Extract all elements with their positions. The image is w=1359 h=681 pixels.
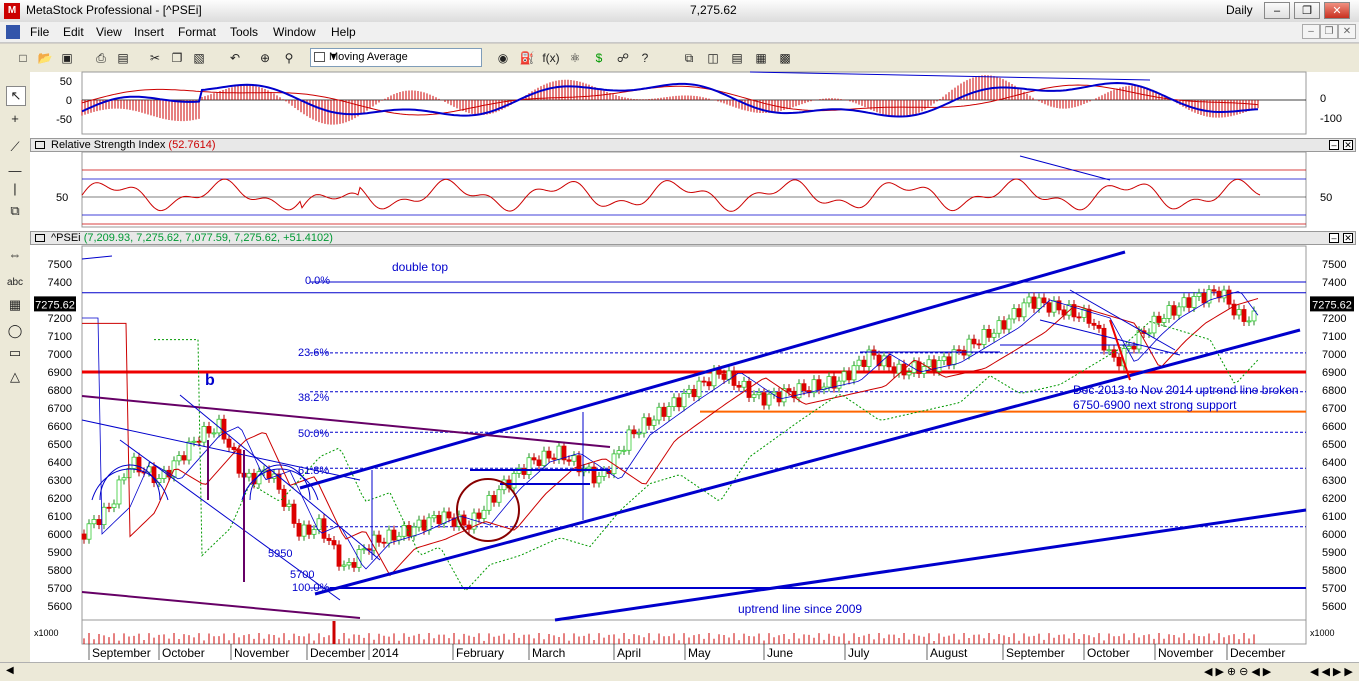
ellipse-tool-icon[interactable]: ◯ [7, 323, 23, 338]
text-tool-icon[interactable]: abc [6, 277, 24, 288]
mdi-minimize-button[interactable]: – [1302, 24, 1320, 39]
zoom-icon[interactable]: ⚲ [284, 51, 294, 65]
pointer-icon[interactable]: ↖ [6, 86, 26, 106]
chart-area [30, 72, 1359, 662]
menu-file[interactable]: File [30, 25, 50, 39]
pane-icon [35, 234, 45, 242]
undo-icon[interactable]: ↶ [229, 51, 241, 65]
pane-minimize-button[interactable]: – [1329, 140, 1339, 150]
close-button[interactable]: ✕ [1324, 2, 1350, 19]
price-values: (7,209.93, 7,275.62, 7,077.59, 7,275.62,… [83, 232, 333, 244]
window-title: MetaStock Professional - [^PSEi] [26, 3, 202, 17]
arrange-icon[interactable]: ▩ [779, 51, 791, 65]
window-value: 7,275.62 [690, 3, 737, 17]
tile-vertical-icon[interactable]: ◫ [707, 51, 719, 65]
toolbar: □ 📂 ▣ ⎙ ▤ ✂ ❐ ▧ ↶ ⊕ ⚲ Moving Average ▼ ◉… [0, 44, 1359, 73]
rsi-pane-header: Relative Strength Index (52.7614) – ✕ [30, 138, 1356, 152]
menu-view[interactable]: View [96, 25, 122, 39]
minimize-button[interactable]: – [1264, 2, 1290, 19]
rectangle-tool-icon[interactable]: ▭ [8, 345, 22, 360]
crosshair-tool-icon[interactable]: + [11, 111, 19, 126]
chevron-down-icon: ▼ [329, 51, 338, 61]
title-bar: M MetaStock Professional - [^PSEi] 7,275… [0, 0, 1359, 23]
rsi-value: (52.7614) [168, 139, 216, 151]
mdi-close-button[interactable]: ✕ [1338, 24, 1356, 39]
horizontal-scrollbar[interactable]: ◀ ◀▶⊕⊖◀▶ ◀◀▶▶ [0, 662, 1359, 681]
menu-insert[interactable]: Insert [134, 25, 165, 39]
cut-icon[interactable]: ✂ [149, 51, 161, 65]
triangle-tool-icon[interactable]: △ [10, 369, 20, 384]
save-icon[interactable]: ▣ [61, 51, 73, 65]
new-icon[interactable]: □ [19, 51, 27, 65]
copy-icon[interactable]: ❐ [171, 51, 183, 65]
drawing-toolbar: ↖ + ⟋ — | ⧉ ⇔ abc ▦ ◯ ▭ △ [0, 72, 31, 662]
indicator-icon [314, 52, 325, 62]
pane-close-button[interactable]: ✕ [1343, 140, 1353, 150]
vertical-line-icon[interactable]: | [13, 181, 17, 196]
menu-bar: File Edit View Insert Format Tools Windo… [0, 22, 1359, 43]
pane-minimize-button[interactable]: – [1329, 233, 1339, 243]
tile-grid-icon[interactable]: ▦ [755, 51, 767, 65]
horizontal-line-icon[interactable]: — [8, 163, 22, 178]
pane-close-button[interactable]: ✕ [1343, 233, 1353, 243]
trendline-tool-icon[interactable]: ⟋ [10, 139, 20, 154]
scroll-arrows-icon[interactable]: ⇔ [8, 247, 22, 262]
explorer-icon[interactable]: ⛽ [519, 51, 535, 65]
menu-tools[interactable]: Tools [230, 25, 259, 39]
open-icon[interactable]: 📂 [37, 51, 53, 65]
formula-icon[interactable]: f(x) [542, 51, 560, 65]
crosshair-icon[interactable]: ⊕ [259, 51, 271, 65]
help-pointer-icon[interactable]: ? [641, 51, 649, 65]
binoculars-icon[interactable]: ☍ [616, 51, 630, 65]
zoom-controls-icon[interactable]: ◀◀▶▶ [1310, 666, 1356, 678]
indicator-select[interactable]: Moving Average ▼ [310, 48, 482, 67]
print-icon[interactable]: ⎙ [96, 51, 106, 65]
price-title: ^PSEi [51, 232, 81, 244]
mdi-restore-button[interactable]: ❐ [1320, 24, 1338, 39]
system-tester-icon[interactable]: $ [595, 51, 603, 65]
cascade-icon[interactable]: ⧉ [684, 51, 694, 65]
indicator-select-value: Moving Average [329, 51, 408, 63]
paste-icon[interactable]: ▧ [193, 51, 205, 65]
metastock-app-icon[interactable]: M [4, 3, 20, 19]
scroll-controls-icon[interactable]: ◀▶⊕⊖◀▶ [1204, 666, 1275, 678]
speed-lines-icon[interactable]: ⧉ [10, 203, 20, 218]
menu-window[interactable]: Window [273, 25, 316, 39]
price-pane-header: ^PSEi (7,209.93, 7,275.62, 7,077.59, 7,2… [30, 231, 1356, 245]
menu-help[interactable]: Help [331, 25, 356, 39]
rsi-title: Relative Strength Index [51, 139, 166, 151]
restore-button[interactable]: ❐ [1294, 2, 1320, 19]
grid-tool-icon[interactable]: ▦ [8, 297, 22, 312]
expert-advisor-icon[interactable]: ◉ [497, 51, 509, 65]
menu-edit[interactable]: Edit [63, 25, 84, 39]
optimizer-icon[interactable]: ⚛ [569, 51, 581, 65]
pane-icon [35, 141, 45, 149]
document-icon[interactable] [6, 25, 20, 39]
print-preview-icon[interactable]: ▤ [117, 51, 129, 65]
period-label: Daily [1226, 3, 1253, 17]
scroll-left-icon[interactable]: ◀ [6, 665, 14, 676]
menu-format[interactable]: Format [178, 25, 217, 39]
tile-horizontal-icon[interactable]: ▤ [731, 51, 743, 65]
